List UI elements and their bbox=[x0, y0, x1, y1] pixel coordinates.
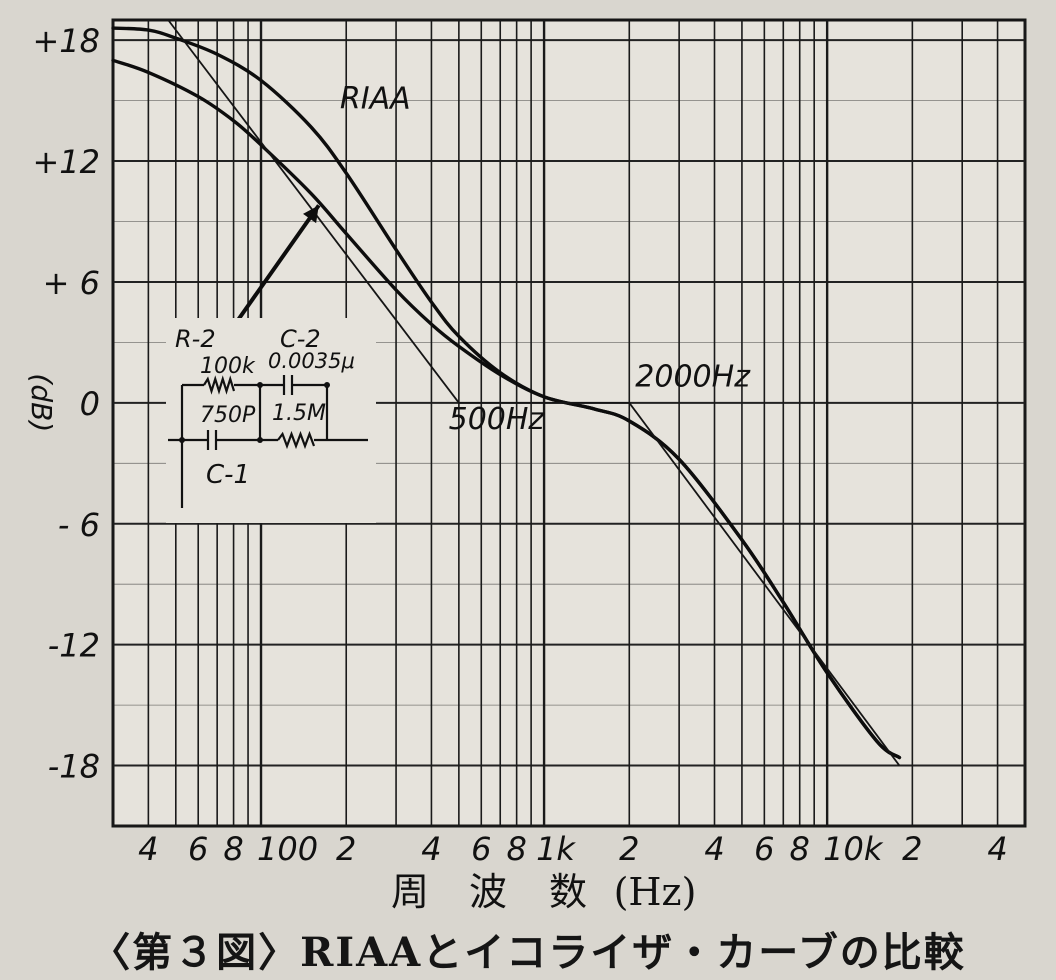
circuit-label-c2-value: 0.0035μ bbox=[268, 349, 355, 373]
y-tick-label: + 6 bbox=[43, 264, 100, 302]
x-tick-label: 2 bbox=[619, 830, 639, 868]
resistor-symbol bbox=[277, 430, 316, 450]
x-tick-label: 100 bbox=[257, 830, 318, 868]
y-tick-label: -18 bbox=[48, 748, 100, 786]
x-tick-label: 4 bbox=[138, 830, 158, 868]
x-tick-label: 1k bbox=[536, 830, 576, 868]
x-axis-label-part: 周 bbox=[391, 870, 429, 914]
x-tick-label: 2 bbox=[336, 830, 356, 868]
y-tick-label: -12 bbox=[48, 627, 100, 665]
resistor-symbol bbox=[203, 375, 236, 395]
x-axis-label-part: 数 bbox=[549, 870, 587, 914]
arrow-shaft bbox=[231, 204, 321, 328]
circuit-node bbox=[257, 437, 263, 443]
series-layer bbox=[111, 19, 902, 767]
y-tick-label: 0 bbox=[80, 385, 100, 423]
x-tick-label: 2 bbox=[902, 830, 922, 868]
series-line-equalizer bbox=[111, 58, 902, 760]
circuit-background bbox=[166, 318, 376, 523]
x-tick-label: 8 bbox=[506, 830, 526, 868]
x-tick-label: 4 bbox=[987, 830, 1007, 868]
circuit-node bbox=[257, 382, 263, 388]
x-tick-label: 8 bbox=[223, 830, 243, 868]
y-tick-label: +18 bbox=[32, 22, 100, 60]
x-tick-label: 4 bbox=[704, 830, 724, 868]
annotation-label: 500Hz bbox=[449, 402, 546, 437]
x-tick-label: 4 bbox=[421, 830, 441, 868]
label-layer: +18+12+ 60- 6-12-18(dB)4 6 8 100 2 4 6 8 1k 2 4 6 8 1… bbox=[25, 22, 1008, 914]
circuit-label-cap-value: 750P bbox=[200, 403, 256, 428]
x-tick-label: 8 bbox=[790, 830, 810, 868]
figure-caption: 〈第３図〉RIAAとイコライザ・カーブの比較 bbox=[90, 929, 966, 976]
circuit-node bbox=[179, 437, 185, 443]
circuit-node bbox=[324, 382, 330, 388]
arrow-head bbox=[303, 205, 319, 224]
x-tick-label: 10k bbox=[823, 830, 884, 868]
circuit-label-c2: C-2 bbox=[280, 325, 321, 353]
circuit-label-c1: C-1 bbox=[206, 460, 250, 490]
x-tick-label: 6 bbox=[754, 830, 774, 868]
x-axis-label-part: (Hz) bbox=[614, 870, 697, 914]
asymptote-line bbox=[628, 402, 901, 767]
x-tick-label: 6 bbox=[471, 830, 491, 868]
chart-svg: +18+12+ 60- 6-12-18(dB)4 6 8 100 2 4 6 8 1k 2 4 6 8 1… bbox=[25, 18, 1027, 914]
y-axis-label: (dB) bbox=[25, 373, 58, 432]
circuit-label-r2-value: 100k bbox=[200, 354, 256, 379]
y-tick-label: - 6 bbox=[58, 506, 100, 544]
annotation-label: 2000Hz bbox=[635, 360, 751, 395]
y-tick-label: +12 bbox=[32, 143, 100, 181]
x-tick-label: 6 bbox=[188, 830, 208, 868]
annotation-label: RIAA bbox=[340, 82, 411, 117]
x-axis-label-part: 波 bbox=[469, 870, 507, 914]
circuit-label-r-value: 1.5M bbox=[272, 401, 326, 426]
circuit-label-r2: R-2 bbox=[175, 325, 216, 353]
